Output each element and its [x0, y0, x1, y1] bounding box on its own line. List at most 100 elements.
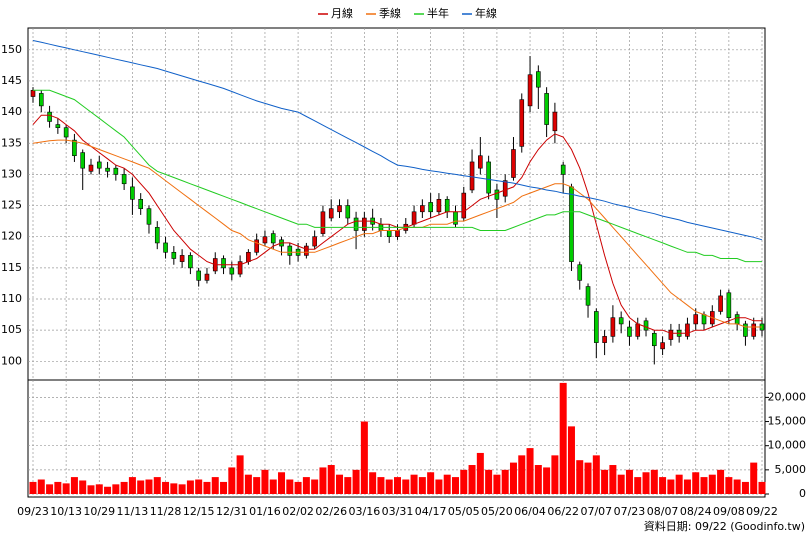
- y-tick-label: 115: [1, 261, 22, 274]
- volume-bar: [70, 477, 78, 494]
- candle-body: [254, 239, 259, 253]
- y-tick-label: 125: [1, 199, 22, 212]
- volume-bar: [79, 480, 87, 494]
- candle-body: [519, 99, 525, 147]
- volume-bar: [360, 421, 368, 494]
- candle-body: [221, 258, 226, 269]
- volume-bar: [46, 484, 54, 494]
- volume-bar: [741, 481, 749, 494]
- candle-body: [536, 71, 541, 88]
- candle-body: [693, 314, 699, 325]
- volume-bar: [427, 472, 435, 494]
- legend-label: 半年: [427, 6, 449, 20]
- candle-body: [486, 161, 491, 194]
- volume-bar: [509, 462, 517, 494]
- plot-frame: [27, 27, 766, 498]
- volume-bar: [493, 474, 501, 494]
- volume-bar: [667, 479, 675, 494]
- volume-bar: [186, 480, 194, 494]
- candle-body: [701, 314, 707, 325]
- y-tick-label: 120: [1, 230, 22, 243]
- candle-body: [453, 211, 458, 225]
- candle-body: [444, 199, 450, 213]
- y2-tick-label: 10,000: [768, 439, 807, 452]
- candle-body: [72, 139, 77, 157]
- candle-body: [643, 320, 649, 331]
- candle-body: [47, 111, 52, 122]
- candle-body: [146, 208, 152, 225]
- volume-bar: [733, 479, 741, 494]
- candle-body: [237, 261, 243, 275]
- candle-body: [734, 314, 740, 325]
- volume-bar: [567, 426, 575, 494]
- candle-body: [469, 161, 475, 191]
- volume-bar: [162, 481, 170, 494]
- candle-body: [685, 323, 690, 337]
- legend-label: 月線: [331, 6, 353, 20]
- volume-bar: [253, 477, 261, 494]
- x-tick-label: 04/17: [415, 505, 447, 518]
- x-tick-label: 11/28: [150, 505, 182, 518]
- volume-bar: [220, 481, 228, 494]
- volume-bar: [418, 477, 426, 494]
- y2-tick-label: 15,000: [768, 415, 807, 428]
- volume-bar: [576, 460, 584, 494]
- x-tick-label: 05/20: [481, 505, 513, 518]
- x-tick-label: 12/31: [216, 505, 248, 518]
- volume-bar: [642, 472, 650, 494]
- volume-bar: [708, 474, 716, 494]
- volume-bar: [650, 469, 658, 494]
- candle-body: [652, 332, 657, 347]
- volume-bar: [336, 474, 344, 494]
- y-tick-label: 100: [1, 354, 22, 367]
- candle-body: [660, 342, 665, 350]
- candle-body: [105, 167, 110, 172]
- x-tick-label: 09/08: [713, 505, 745, 518]
- volume-bar: [244, 474, 252, 494]
- candle-body: [751, 323, 757, 337]
- volume-bar: [327, 465, 335, 494]
- volume-bar: [344, 477, 352, 494]
- x-tick-label: 07/23: [614, 505, 646, 518]
- x-tick-label: 09/23: [17, 505, 49, 518]
- x-tick-label: 03/31: [382, 505, 414, 518]
- candle-body: [320, 211, 326, 234]
- candle-body: [618, 317, 624, 325]
- volume-bar: [95, 484, 103, 494]
- volume-bar: [203, 481, 211, 494]
- volume-bar: [153, 477, 161, 494]
- volume-bar: [617, 474, 625, 494]
- volume-bar: [526, 448, 534, 494]
- volume-bar: [725, 477, 733, 494]
- x-tick-label: 02/02: [282, 505, 314, 518]
- volume-bar: [402, 479, 410, 494]
- candle-body: [718, 295, 723, 312]
- volume-bar: [460, 469, 468, 494]
- volume-bar: [601, 469, 609, 494]
- x-tick-label: 10/13: [50, 505, 82, 518]
- volume-bar: [211, 477, 219, 494]
- candle-body: [88, 164, 94, 172]
- volume-bar: [435, 479, 443, 494]
- candle-body: [395, 230, 400, 238]
- volume-bar: [286, 479, 294, 494]
- candle-body: [55, 124, 61, 128]
- volume-bar: [518, 455, 526, 494]
- candle-body: [287, 245, 293, 256]
- candle-body: [544, 93, 549, 125]
- volume-bar: [675, 474, 683, 494]
- candle-body: [179, 255, 185, 262]
- volume-bar: [625, 469, 633, 494]
- candle-body: [353, 217, 359, 231]
- candle-body: [420, 205, 425, 213]
- volume-bar: [319, 467, 327, 494]
- candle-body: [121, 174, 127, 185]
- volume-bar: [261, 469, 269, 494]
- volume-bar: [145, 479, 153, 494]
- candle-body: [411, 211, 417, 225]
- candle-body: [246, 251, 251, 262]
- y-tick-label: 135: [1, 136, 22, 149]
- volume-bar: [634, 477, 642, 494]
- volume-bar: [54, 481, 62, 494]
